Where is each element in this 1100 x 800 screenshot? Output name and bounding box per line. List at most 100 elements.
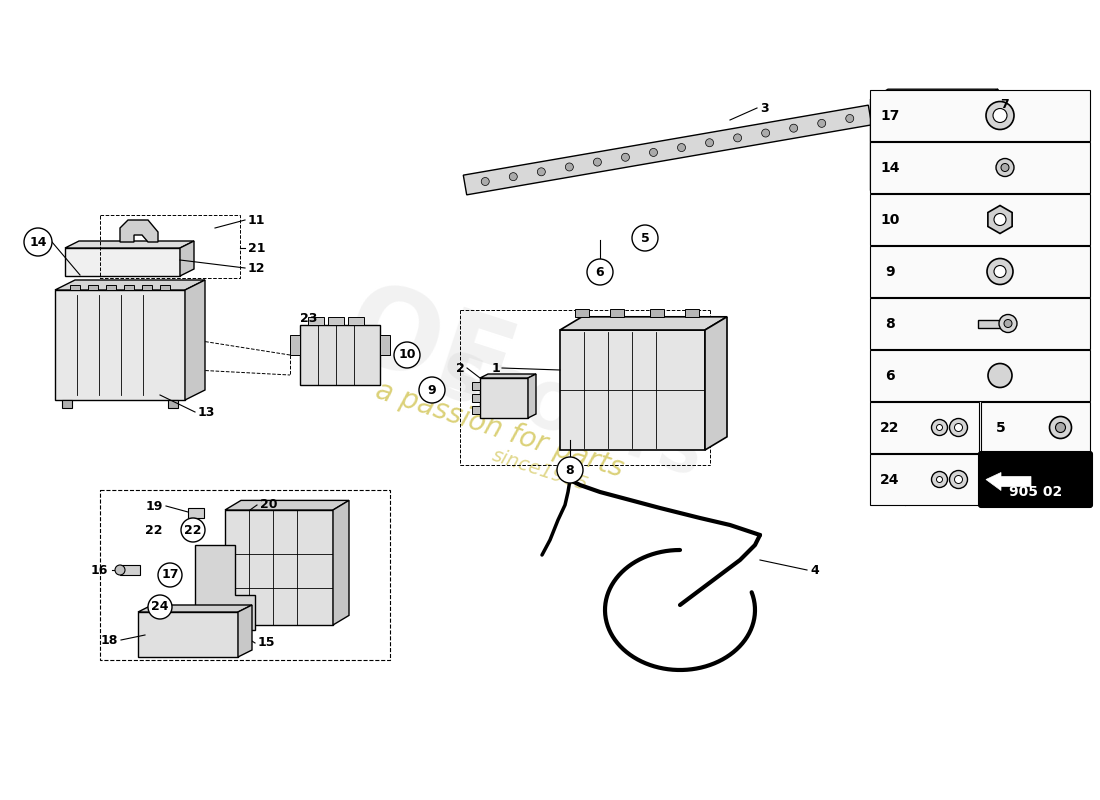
Text: 5: 5 [640, 231, 649, 245]
Circle shape [593, 158, 602, 166]
Circle shape [932, 419, 947, 435]
Circle shape [632, 225, 658, 251]
Polygon shape [180, 241, 194, 276]
Polygon shape [55, 290, 185, 400]
Bar [870, 142, 1090, 193]
Polygon shape [308, 317, 324, 325]
Circle shape [482, 178, 490, 186]
Text: OE: OE [332, 273, 528, 427]
Text: SPORTS: SPORTS [429, 349, 711, 491]
Text: 10: 10 [880, 213, 900, 226]
Polygon shape [226, 510, 333, 625]
Polygon shape [65, 241, 194, 248]
Polygon shape [560, 317, 727, 330]
Circle shape [587, 259, 613, 285]
Text: since1985: since1985 [490, 446, 591, 494]
Circle shape [537, 168, 546, 176]
Text: 17: 17 [880, 109, 900, 122]
Text: 8: 8 [565, 463, 574, 477]
Circle shape [949, 418, 968, 437]
Circle shape [790, 124, 798, 132]
Text: 20: 20 [260, 498, 277, 511]
Circle shape [649, 149, 658, 157]
Circle shape [557, 457, 583, 483]
Circle shape [1049, 417, 1071, 438]
Polygon shape [610, 309, 624, 317]
Circle shape [994, 214, 1006, 226]
Circle shape [24, 228, 52, 256]
Polygon shape [238, 605, 252, 657]
Circle shape [988, 363, 1012, 387]
Text: 7: 7 [1000, 98, 1009, 111]
Polygon shape [120, 220, 158, 242]
Polygon shape [705, 317, 727, 450]
Polygon shape [472, 406, 480, 414]
Circle shape [182, 518, 205, 542]
Polygon shape [986, 473, 1031, 490]
Circle shape [621, 154, 629, 162]
Circle shape [705, 138, 714, 146]
Polygon shape [685, 309, 698, 317]
Circle shape [996, 158, 1014, 177]
Polygon shape [463, 105, 871, 195]
Text: 21: 21 [248, 242, 265, 254]
Text: 24: 24 [152, 601, 168, 614]
Text: 24: 24 [880, 473, 900, 486]
Polygon shape [988, 206, 1012, 234]
Circle shape [994, 266, 1006, 278]
Polygon shape [870, 90, 998, 100]
Circle shape [565, 163, 573, 171]
Polygon shape [300, 325, 379, 385]
Polygon shape [348, 317, 364, 325]
Text: 8: 8 [886, 317, 895, 330]
Text: 23: 23 [300, 311, 318, 325]
Polygon shape [560, 330, 705, 450]
Circle shape [986, 102, 1014, 130]
Polygon shape [70, 285, 80, 290]
Circle shape [932, 471, 947, 487]
Polygon shape [226, 501, 349, 510]
Polygon shape [168, 400, 178, 408]
Text: 4: 4 [810, 563, 818, 577]
Text: 6: 6 [596, 266, 604, 278]
Text: 2: 2 [456, 362, 465, 374]
Polygon shape [55, 280, 205, 290]
FancyBboxPatch shape [979, 452, 1092, 507]
Text: 13: 13 [198, 406, 216, 418]
Text: 14: 14 [880, 161, 900, 174]
Circle shape [936, 477, 943, 482]
Text: 3: 3 [760, 102, 769, 114]
Circle shape [955, 475, 962, 483]
Circle shape [817, 119, 826, 127]
Circle shape [148, 595, 172, 619]
Circle shape [999, 314, 1018, 333]
Circle shape [158, 563, 182, 587]
Text: 11: 11 [248, 214, 265, 226]
Polygon shape [870, 100, 980, 190]
Polygon shape [980, 90, 998, 190]
Bar [870, 194, 1090, 245]
Circle shape [678, 143, 685, 151]
Text: 16: 16 [90, 563, 108, 577]
Text: 22: 22 [185, 523, 201, 537]
Bar [870, 298, 1090, 349]
Text: 10: 10 [398, 349, 416, 362]
Circle shape [1004, 319, 1012, 327]
Circle shape [509, 173, 517, 181]
Text: 9: 9 [886, 265, 894, 278]
Polygon shape [290, 335, 300, 355]
Circle shape [993, 109, 1007, 122]
Circle shape [761, 129, 770, 137]
Polygon shape [188, 508, 204, 518]
Text: 5: 5 [997, 421, 1005, 434]
Polygon shape [160, 285, 170, 290]
Text: 22: 22 [145, 523, 163, 537]
Polygon shape [480, 378, 528, 418]
Circle shape [949, 470, 968, 489]
Text: a passion for parts: a passion for parts [373, 377, 627, 483]
Polygon shape [185, 280, 205, 400]
Circle shape [419, 377, 446, 403]
Circle shape [1001, 163, 1009, 171]
Polygon shape [88, 285, 98, 290]
Polygon shape [328, 317, 344, 325]
